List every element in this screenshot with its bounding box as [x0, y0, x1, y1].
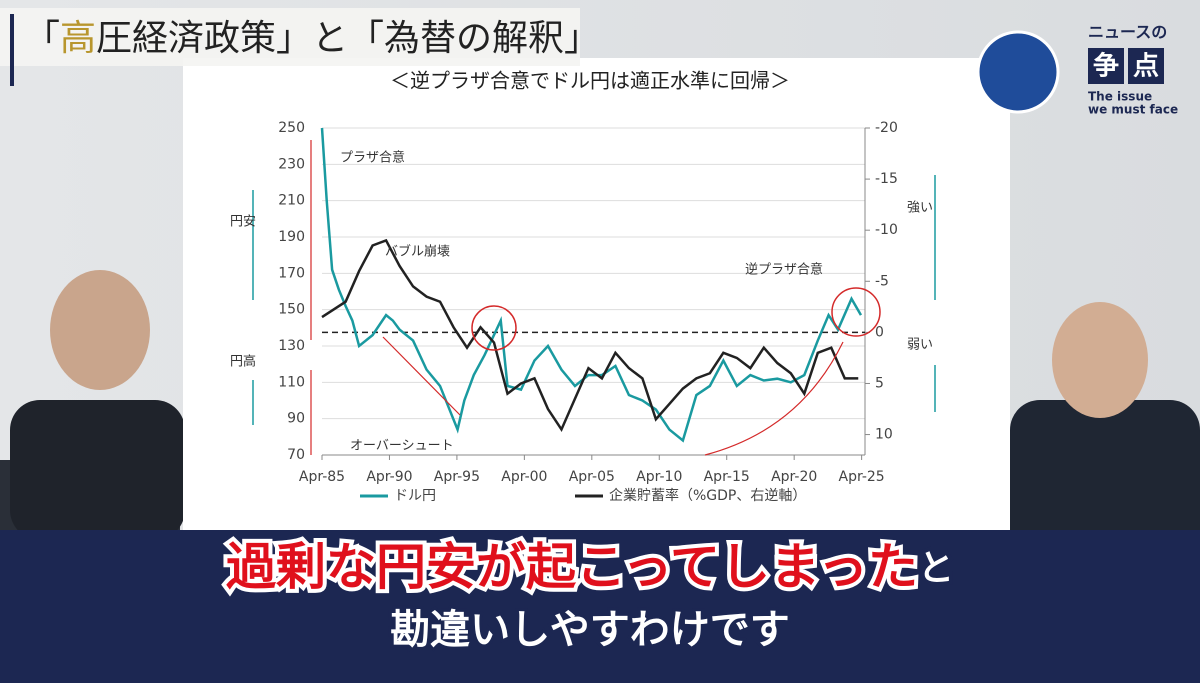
- y2-tick-label: -5: [875, 273, 889, 289]
- x-tick-label: Apr-25: [839, 469, 885, 485]
- left-presenter-body: [10, 400, 185, 540]
- chart-title: ＜逆プラザ合意でドル円は適正水準に回帰＞: [390, 69, 790, 93]
- x-tick-label: Apr-90: [366, 469, 412, 485]
- subtitle-white: と: [918, 548, 954, 589]
- legend-label: 企業貯蓄率（%GDP、右逆軸）: [609, 487, 806, 504]
- series-line: [321, 238, 859, 433]
- x-tick-label: Apr-10: [636, 469, 682, 485]
- subtitle-line1: 過剰な円安が起こってしまったと: [226, 538, 954, 596]
- legend-label: ドル円: [394, 488, 436, 504]
- y-tick-label: 150: [278, 302, 305, 318]
- plot: 70 90 110 130 150 170 190 210 230 250 -20 -15 -10 -5 0…: [230, 120, 936, 504]
- y2-tick-label: 5: [875, 375, 884, 391]
- annotation: バブル崩壊: [385, 244, 450, 260]
- y-tick-label: 230: [278, 156, 305, 172]
- x-tick-label: Apr-95: [434, 469, 480, 485]
- logo-top: ニュースの: [1088, 23, 1167, 42]
- logo-tag: we must face: [1088, 103, 1178, 117]
- subtitle-line2: 勘違いしやすわけです: [390, 607, 790, 653]
- right-presenter-head: [1052, 302, 1148, 418]
- banner-part: 圧経済政策」と「為替の解釈」: [96, 18, 600, 59]
- axis-note: 強い: [907, 201, 933, 216]
- x-tick-label: Apr-00: [501, 469, 547, 485]
- logo-globe: [976, 30, 1060, 114]
- x-tick-label: Apr-20: [771, 469, 817, 485]
- y2-tick-label: 10: [875, 427, 893, 443]
- x-tick-label: Apr-05: [569, 469, 615, 485]
- red-arrow: [704, 341, 844, 456]
- y2-tick-label: 0: [875, 324, 884, 340]
- y-tick-label: 170: [278, 265, 305, 281]
- axis-note: 円安: [230, 215, 256, 230]
- axis-note: 弱い: [907, 338, 933, 353]
- highlight-circle: [831, 287, 881, 337]
- y-tick-label: 110: [278, 374, 305, 390]
- annotation: プラザ合意: [340, 150, 405, 166]
- annotation: 逆プラザ合意: [745, 262, 823, 278]
- y-tick-label: 90: [287, 411, 305, 427]
- annotation: オーバーシュート: [350, 439, 454, 454]
- title-banner: [0, 8, 580, 66]
- y2-tick-label: -10: [875, 222, 898, 238]
- subtitle-red: 過剰な円安が起こってしまった: [226, 538, 918, 596]
- y-tick-label: 210: [278, 193, 305, 209]
- x-tick-label: Apr-85: [299, 469, 345, 485]
- y2-tick-label: -15: [875, 171, 898, 187]
- axis-note: 円高: [230, 354, 256, 370]
- logo-tag: The issue: [1088, 90, 1152, 104]
- logo-box: [1088, 48, 1124, 84]
- banner-bar: [10, 14, 14, 86]
- logo-char: 争: [1093, 52, 1119, 82]
- chart-panel: [183, 58, 1010, 558]
- banner-title: 「高圧経済政策」と「為替の解釈」: [24, 18, 600, 59]
- banner-part: 「: [24, 18, 60, 59]
- banner-highlight: 高: [60, 18, 96, 59]
- y-tick-label: 70: [287, 447, 305, 463]
- red-arrow: [382, 336, 461, 416]
- x-tick-label: Apr-15: [704, 469, 750, 485]
- subtitle-band: [0, 530, 1200, 683]
- left-presenter-head: [50, 270, 150, 390]
- y2-tick-label: -20: [875, 120, 898, 136]
- y-tick-label: 250: [278, 120, 305, 136]
- logo-char: 点: [1133, 51, 1159, 82]
- logo-box: [1128, 48, 1164, 84]
- y-tick-label: 130: [278, 338, 305, 354]
- series-line: [320, 127, 863, 443]
- y-tick-label: 190: [278, 229, 305, 245]
- highlight-circle: [471, 305, 517, 351]
